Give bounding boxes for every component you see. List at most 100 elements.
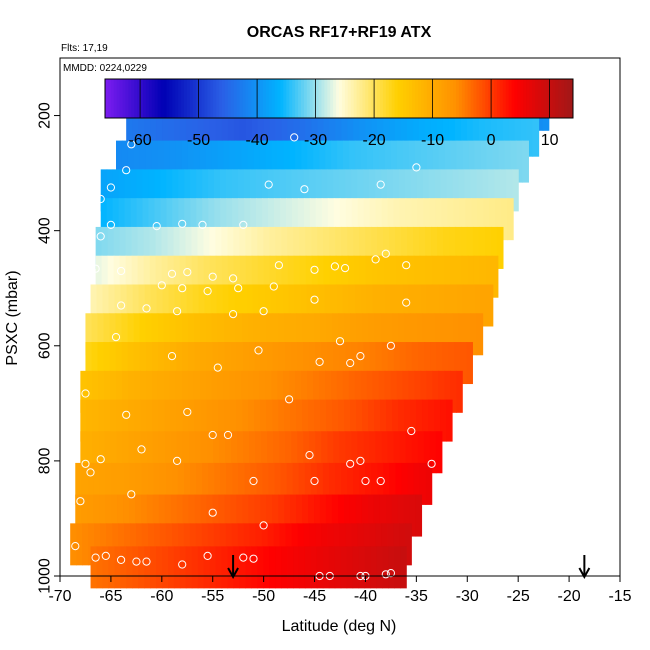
colorbar-segment — [140, 79, 144, 118]
heatmap-cell — [212, 342, 220, 385]
heatmap-cell — [285, 198, 293, 241]
observation-point — [142, 304, 151, 313]
colorbar-segment — [134, 79, 138, 118]
heatmap-cell — [411, 431, 419, 474]
heatmap-cell — [223, 140, 231, 183]
heatmap-cell — [390, 370, 398, 413]
colorbar-segment — [248, 79, 252, 118]
colorbar-segment — [447, 79, 451, 118]
heatmap-cell — [187, 140, 195, 183]
heatmap-cell — [221, 546, 229, 589]
heatmap-cell — [251, 546, 258, 589]
heatmap-cell — [87, 462, 94, 505]
x-axis-label: Latitude (deg N) — [282, 618, 397, 635]
colorbar-segment — [298, 79, 302, 118]
heatmap-cell — [243, 431, 250, 474]
heatmap-cell — [165, 462, 173, 505]
heatmap-cell — [221, 255, 229, 298]
heatmap-cell — [246, 284, 254, 327]
heatmap-cell — [260, 494, 267, 537]
heatmap-cell — [309, 431, 316, 474]
colorbar-segment — [192, 79, 197, 118]
heatmap-cell — [215, 546, 223, 589]
heatmap-cell — [161, 255, 169, 298]
heatmap-cell — [348, 370, 356, 413]
heatmap-cell — [283, 140, 290, 183]
heatmap-cell — [206, 342, 214, 385]
heatmap-cell — [327, 169, 334, 212]
colorbar-segment — [347, 79, 352, 118]
observation-point — [203, 287, 212, 296]
heatmap-cell — [231, 523, 239, 566]
heatmap-cell — [162, 546, 169, 589]
observation-point — [152, 222, 161, 231]
heatmap-cell — [357, 342, 365, 385]
observation-point — [376, 180, 385, 189]
heatmap-cell — [270, 284, 278, 327]
heatmap-cell — [374, 399, 381, 442]
colorbar-segment — [219, 79, 223, 118]
heatmap-cell — [510, 140, 518, 183]
heatmap-cell — [446, 169, 454, 212]
heatmap-cell — [303, 169, 311, 212]
heatmap-cell — [197, 226, 205, 269]
heatmap-cell — [250, 462, 258, 505]
heatmap-cell — [369, 342, 377, 385]
colorbar-segment — [359, 79, 363, 118]
heatmap-cell — [400, 546, 407, 589]
heatmap-cell — [396, 370, 404, 413]
colorbar-segment — [388, 79, 393, 118]
heatmap-cell — [335, 226, 342, 269]
x-tick-label: -70 — [48, 588, 71, 605]
arrow-head — [578, 567, 591, 580]
heatmap-cell — [341, 462, 348, 505]
heatmap-cell — [137, 226, 145, 269]
heatmap-cell — [405, 431, 413, 474]
heatmap-cell — [407, 226, 414, 269]
observation-point — [183, 407, 192, 417]
heatmap-cell — [408, 370, 416, 413]
heatmap-cell — [365, 462, 372, 505]
heatmap-cell — [442, 342, 449, 385]
heatmap-cell — [159, 462, 167, 505]
heatmap-cell — [239, 546, 246, 589]
heatmap-cell — [404, 169, 412, 212]
heatmap-cell — [319, 494, 327, 537]
colorbar-segment — [479, 79, 483, 118]
heatmap-cell — [211, 370, 219, 413]
heatmap-cell — [215, 255, 223, 298]
heatmap-cell — [241, 313, 249, 356]
heatmap-cell — [251, 226, 258, 269]
heatmap-cell — [351, 342, 359, 385]
heatmap-cell — [215, 114, 223, 157]
heatmap-cell — [383, 255, 391, 298]
heatmap-cell — [136, 169, 144, 212]
heatmap-cell — [476, 313, 484, 356]
heatmap-cell — [173, 546, 181, 589]
colorbar-segment — [429, 79, 434, 118]
heatmap-cell — [149, 255, 157, 298]
heatmap-cell — [99, 494, 106, 537]
heatmap-cell — [504, 140, 512, 183]
heatmap-cell — [383, 226, 390, 269]
heatmap-cell — [426, 140, 434, 183]
heatmap-cell — [355, 140, 362, 183]
heatmap-cell — [106, 523, 113, 566]
colorbar-segment — [412, 79, 416, 118]
heatmap-cell — [419, 226, 426, 269]
heatmap-cell — [416, 399, 423, 442]
heatmap-cell — [229, 313, 237, 356]
heatmap-cell — [167, 546, 175, 589]
heatmap-cell — [264, 284, 272, 327]
heatmap-cell — [387, 523, 394, 566]
heatmap-cell — [186, 284, 194, 327]
heatmap-cell — [375, 431, 383, 474]
heatmap-cell — [173, 255, 181, 298]
heatmap-cell — [437, 226, 444, 269]
observation-point — [173, 456, 182, 465]
heatmap-cell — [514, 114, 522, 157]
colorbar-segment — [461, 79, 466, 118]
heatmap-cell — [532, 114, 540, 157]
heatmap-cell — [298, 546, 306, 589]
heatmap-cell — [205, 140, 213, 183]
